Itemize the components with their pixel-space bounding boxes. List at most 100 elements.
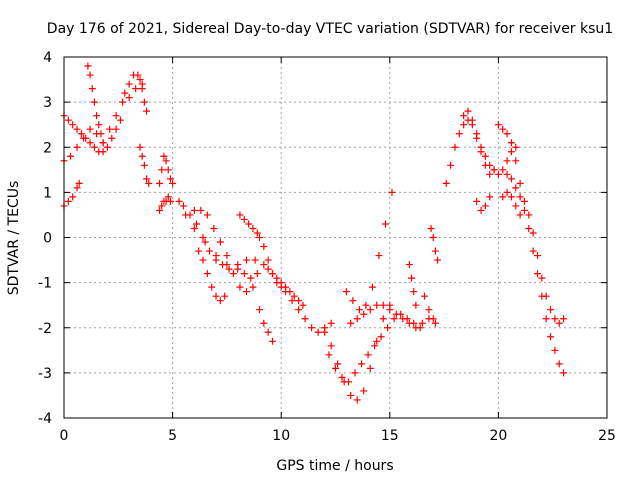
data-point [379,315,387,323]
data-point [353,396,361,404]
data-point [421,292,429,300]
data-point [512,157,520,165]
series-t15 [260,261,307,309]
series-t30 [520,197,568,327]
data-point [138,152,146,160]
series-t26 [460,107,520,178]
series-t25 [442,116,498,187]
data-point [507,175,515,183]
data-point [236,283,244,291]
data-point [134,71,142,79]
series-t21 [347,301,433,332]
grid [64,57,607,418]
data-point [140,98,148,106]
data-point [251,256,259,264]
data-point [327,319,335,327]
data-point [269,270,277,278]
data-point [366,306,374,314]
data-point [362,301,370,309]
data-point [295,306,303,314]
data-point [216,297,224,305]
data-point [208,283,216,291]
data-point [260,261,268,269]
data-point [77,130,85,138]
y-tick-label: 1 [43,185,52,201]
data-point [410,288,418,296]
data-point [499,166,507,174]
data-point [555,319,563,327]
data-point [520,206,528,214]
data-point [366,364,374,372]
data-point [175,197,183,205]
series-t8 [156,193,174,214]
data-point [162,157,170,165]
data-point [164,166,172,174]
series-t3 [84,62,107,147]
data-point [334,360,342,368]
data-point [429,234,437,241]
data-point [223,252,231,260]
data-point [121,89,129,97]
y-tick-label: 2 [43,140,52,156]
data-point [460,121,468,129]
data-point [431,319,439,327]
y-tick-labels: -4 -3 -2 -1 0 1 2 3 4 [38,50,52,427]
data-point [551,346,559,354]
chart-title: Day 176 of 2021, Sidereal Day-to-day VTE… [47,21,613,37]
data-point [90,98,98,106]
data-point [273,274,281,282]
data-point [86,125,94,133]
data-point [490,166,498,174]
series-t9 [175,197,261,282]
data-point [360,310,368,318]
data-point [140,161,148,169]
series-t19 [325,310,424,386]
data-point [179,202,187,210]
data-point [203,211,211,219]
data-point [158,166,166,174]
series-t23 [421,292,439,327]
data-point [377,333,385,341]
data-point [156,206,164,214]
data-point [338,373,346,381]
data-point [345,378,353,386]
data-point [321,328,329,336]
data-point [412,301,420,309]
data-point [464,107,472,115]
data-point [494,170,502,178]
series-t10 [179,202,259,273]
data-point [67,152,75,160]
data-point [360,387,368,395]
data-point [358,360,366,368]
series-t1 [60,80,146,165]
data-point [255,234,263,241]
data-point [90,143,98,151]
data-point [353,315,361,323]
data-point [192,220,200,228]
y-tick-label: -2 [38,321,52,337]
data-point [116,116,124,124]
data-point [97,130,105,138]
data-point [84,62,92,70]
data-point [405,261,413,269]
data-point [93,112,101,120]
data-point [242,288,250,296]
data-point [533,270,541,278]
data-point [473,130,481,138]
data-point [460,112,468,120]
data-point [477,206,485,214]
data-point [88,85,96,93]
data-point [468,116,476,124]
data-point [327,342,335,350]
data-point [264,328,272,336]
data-point [408,274,416,282]
x-tick-labels: 0 5 10 15 20 25 [60,428,616,444]
data-point [529,229,537,237]
data-point [542,292,550,300]
x-tick-label: 5 [168,428,177,444]
data-point [138,85,146,93]
data-point [560,369,568,377]
data-point [199,234,207,241]
data-point [364,351,372,359]
data-point [143,175,151,183]
